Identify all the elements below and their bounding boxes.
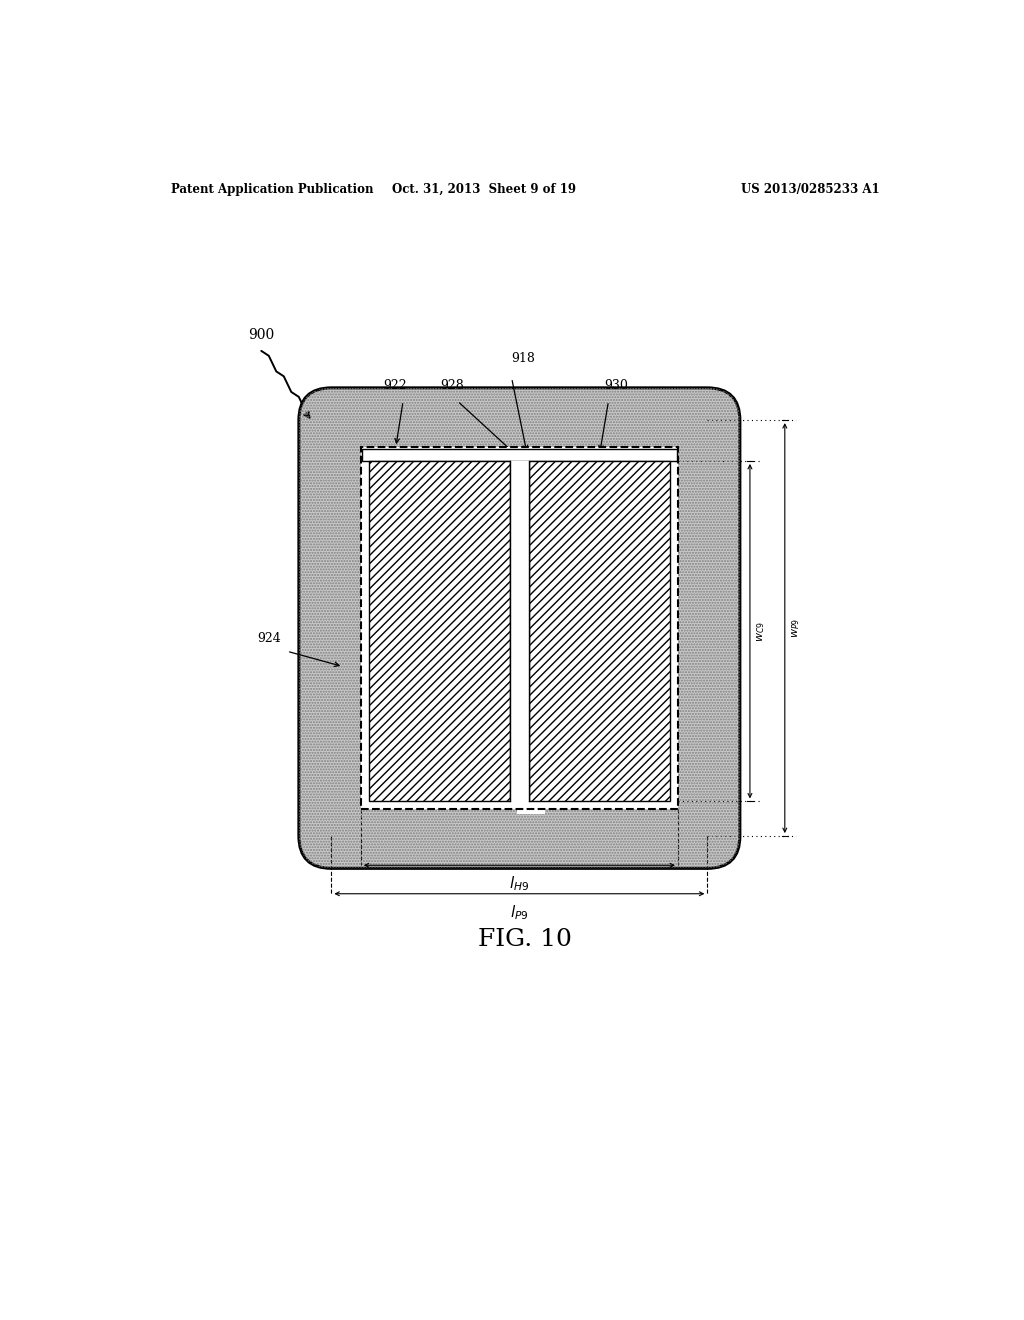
Text: $l_{P9}$: $l_{P9}$ <box>510 903 528 921</box>
Text: 930: 930 <box>604 379 628 392</box>
Text: US 2013/0285233 A1: US 2013/0285233 A1 <box>741 182 880 195</box>
Text: 922: 922 <box>519 799 543 812</box>
Text: 900: 900 <box>248 327 274 342</box>
Text: 928: 928 <box>440 379 464 392</box>
Bar <box>369 461 670 801</box>
Text: $w_{P9}$: $w_{P9}$ <box>791 618 802 638</box>
Text: FIG. 10: FIG. 10 <box>478 928 571 952</box>
FancyBboxPatch shape <box>299 388 740 869</box>
Text: 918: 918 <box>511 351 536 364</box>
Text: Patent Application Publication: Patent Application Publication <box>171 182 373 195</box>
Text: $w_{C9}$: $w_{C9}$ <box>756 620 767 642</box>
Text: Oct. 31, 2013  Sheet 9 of 19: Oct. 31, 2013 Sheet 9 of 19 <box>392 182 577 195</box>
Bar <box>361 449 677 461</box>
Bar <box>369 461 510 801</box>
Text: $l_{H9}$: $l_{H9}$ <box>509 875 529 894</box>
Text: 924: 924 <box>257 632 281 645</box>
Bar <box>360 447 678 809</box>
Text: 932: 932 <box>438 645 462 659</box>
Bar <box>510 461 529 801</box>
Text: 922: 922 <box>384 379 408 392</box>
Bar <box>529 461 670 801</box>
